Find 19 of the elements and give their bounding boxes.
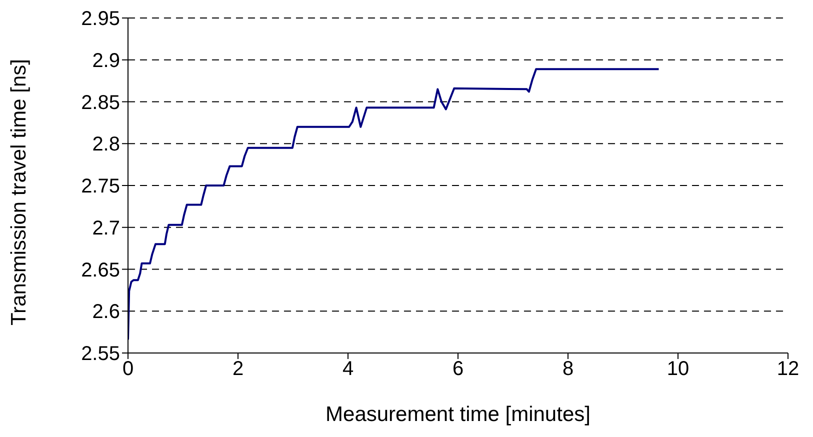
- y-tick-label: 2.8: [92, 134, 120, 156]
- x-tick-label: 4: [342, 358, 354, 380]
- x-tick-label: 8: [562, 358, 574, 380]
- x-tick-label: 2: [232, 358, 244, 380]
- y-tick-label: 2.6: [92, 301, 120, 324]
- y-tick-label: 2.55: [81, 343, 120, 366]
- x-axis-title: Measurement time [minutes]: [326, 403, 590, 426]
- x-tick-label: 10: [666, 358, 690, 380]
- x-tick-label: 12: [776, 358, 800, 380]
- y-tick-label: 2.9: [92, 50, 120, 72]
- y-tick-label: 2.95: [81, 8, 120, 30]
- x-tick-label: 0: [122, 358, 134, 380]
- line-series: [128, 68, 660, 341]
- y-tick-label: 2.85: [81, 92, 120, 114]
- y-axis-title: Transmission travel time [ns]: [7, 59, 30, 326]
- y-tick-label: 2.7: [92, 217, 120, 240]
- x-tick-label: 6: [452, 358, 464, 380]
- y-tick-label: 2.65: [81, 259, 120, 282]
- y-tick-label: 2.75: [81, 176, 120, 198]
